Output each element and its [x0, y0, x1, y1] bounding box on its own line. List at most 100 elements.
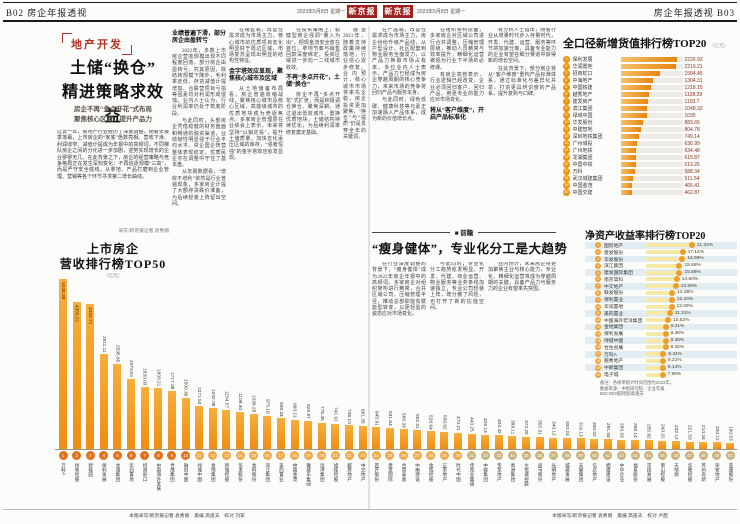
chart-row: 15 绿城中国 9.35%: [585, 337, 737, 344]
crosshead: 业绩普遍下滑，部分房企由盈转亏: [172, 31, 226, 45]
bar: [603, 439, 612, 449]
chart-row: 3 招商蛇口 1584.45: [563, 70, 737, 77]
bar: [646, 344, 669, 351]
company-label: 大悦城控股: [524, 463, 530, 486]
chart-row: 1 国贸地产 21.32%: [585, 242, 737, 249]
bar: [195, 406, 204, 449]
company-label: 美的置业: [279, 463, 285, 482]
value-label: 681.35: [359, 409, 365, 425]
bar-end-dot: [668, 296, 675, 303]
bar-end-dot: [665, 317, 672, 324]
company-label: 武汉城建集团: [572, 176, 603, 182]
bar-track: [620, 183, 683, 188]
bar-track: [620, 141, 683, 146]
chart-title-text: 全口径新增货值排行榜TOP20: [563, 38, 707, 50]
rank-badge: 9: [563, 112, 570, 119]
value-label: 9.41%: [670, 324, 685, 330]
rank-badge: 18: [595, 357, 601, 364]
value-label: 528.64: [427, 414, 433, 430]
company-label: 中南建设: [415, 463, 421, 482]
rank-badge: 11: [194, 451, 204, 460]
company-label: 华发股份: [238, 463, 244, 482]
bar: [646, 289, 676, 296]
chart-row: 6 越秀地产 1128.39: [563, 91, 737, 98]
chart-title-text: 净资产收益率排行榜TOP20: [585, 231, 706, 242]
footer-rule: [3, 509, 737, 510]
date-left: 2023年5月8日 星期一: [297, 9, 346, 15]
bar-track: [620, 155, 683, 160]
rank-badge: 37: [548, 451, 558, 460]
value-label: 15.68%: [684, 263, 701, 269]
rank-badge: 15: [595, 337, 601, 344]
rank-badge: 44: [644, 451, 654, 460]
body-column: 与此同时，专业化分工趋势愈发明显。开发、代建、商业运营、物业服务等业务条线加速独…: [430, 262, 484, 386]
rank-badge: 15: [563, 154, 570, 161]
bar-end-dot: [673, 276, 680, 283]
company-label: 绿城中国: [604, 339, 624, 345]
bar: [620, 190, 633, 195]
rank-badge: 39: [576, 451, 586, 460]
company-label: 中国铁建: [572, 85, 593, 91]
paragraph: 与此同时，头部房企凭借稳健的财务盘面和畅通的融资渠道，业绩韧性明显强于行业平均水…: [172, 119, 226, 169]
rank-badge: 2: [72, 451, 82, 460]
value-label: 300.52: [591, 422, 597, 437]
bar: [620, 71, 661, 76]
bar: [699, 441, 708, 449]
value-label: 243.31: [659, 424, 665, 439]
company-label: 旭辉控股: [333, 463, 339, 482]
chart-row: 4 中海地产 1304.31: [563, 77, 737, 84]
value-label: 268.14: [632, 423, 638, 438]
bar: [345, 425, 354, 449]
rank-badge: 6: [595, 276, 601, 283]
chart-row: 2 华润置地 2219.21: [563, 63, 737, 70]
chart-note-line: 数据来源：中指研究院、企业年报: [600, 385, 665, 391]
chart-row: 20 电子城 7.98%: [585, 371, 737, 378]
rank-badge: 27: [412, 451, 422, 460]
company-label: 禹洲集团: [510, 463, 516, 482]
rank-badge: 38: [562, 451, 572, 460]
bar-track: [620, 99, 683, 104]
chart-row: 12 深圳地铁集团 749.14: [563, 133, 737, 140]
value-label: 1218.15: [684, 84, 703, 91]
body-column: 业内预计，未来房企将更加聚焦主业与核心能力，专业化、精细化运营将成为穿越周期的关…: [488, 262, 556, 386]
value-label: 1036.28: [250, 394, 256, 413]
rank-badge: 2: [563, 63, 570, 70]
company-label: 华联控股: [688, 463, 694, 482]
divider-rule: [478, 231, 556, 233]
rank-badge: 33: [494, 451, 504, 460]
company-label: 天地源: [674, 463, 680, 477]
bar: [620, 148, 637, 153]
bar: [646, 351, 667, 358]
bar: [494, 435, 503, 449]
bar: [646, 249, 686, 256]
value-label: 8.34%: [668, 351, 682, 357]
company-label: 金地集团: [604, 325, 624, 331]
chart-row: 18 越秀地产 8.21%: [585, 357, 737, 364]
paragraph: 在投资策略上，稳健型房企强调“量入为出”，把现金流安全放在首位，拿地节奏与销售回…: [286, 28, 340, 71]
value-label: 860.21: [291, 403, 297, 418]
bar-end-dot: [662, 330, 669, 337]
bar-end-dot: [676, 262, 683, 269]
rank-badge: 13: [221, 451, 231, 460]
company-label: 中骏集团: [483, 463, 489, 482]
bar: [631, 439, 640, 449]
divider-rule: [372, 231, 450, 233]
value-label: 1109.40: [237, 392, 243, 410]
value-label: 511.54: [684, 175, 700, 182]
chart-note-line: B02-B03版制图/高俊夫: [600, 391, 644, 397]
value-label: 17.14%: [687, 249, 704, 255]
paragraph: 与此同时，绿色低碳、健康科技等元素正加速融入产品体系，成为新的价值增长点。: [372, 98, 426, 123]
value-label: 1271.53: [196, 386, 202, 405]
company-label: 世茂集团: [170, 463, 176, 482]
forecast-headline: “瘦身健体”，专业化分工是大趋势: [372, 242, 568, 256]
bar: [481, 434, 490, 449]
company-label: 南山控股: [660, 463, 666, 482]
company-label: 中建智地: [572, 127, 593, 133]
rank-badge: 35: [521, 451, 531, 460]
chart-row: 10 华润置地 12.09%: [585, 303, 737, 310]
bar: [290, 419, 299, 449]
rank-badge: 31: [467, 451, 477, 460]
headline-line2: 精进策略求效益: [61, 84, 164, 125]
rank-badge: 47: [685, 451, 695, 460]
new-value-chart: 1 保利发展 2226.93 2 华润置地 2219.21 3 招商蛇口 1584.45 4 中海地…: [563, 56, 737, 196]
